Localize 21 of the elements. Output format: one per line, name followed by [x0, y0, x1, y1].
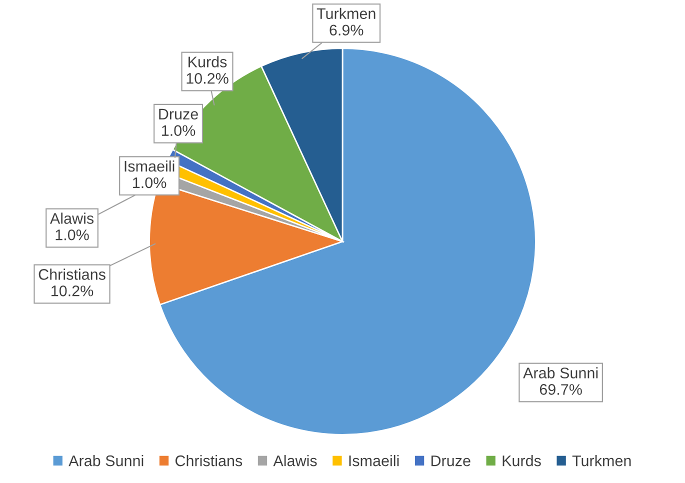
legend-label: Christians: [175, 455, 242, 466]
slice-label: Ismaeili: [124, 160, 174, 172]
legend-label: Ismaeili: [349, 455, 399, 466]
legend-label: Alawis: [273, 455, 317, 466]
slice-label: Arab Sunni: [523, 367, 598, 378]
data-label: 6.9%: [330, 24, 364, 36]
data-label: 1.0%: [56, 229, 89, 240]
data-label: 1.0%: [162, 125, 196, 136]
legend-label: Turkmen: [572, 455, 631, 466]
data-label: 10.2%: [52, 286, 94, 296]
legend-label: Kurds: [502, 455, 541, 466]
slice-label: Christians: [38, 268, 106, 280]
slice-label: Druze: [159, 108, 198, 120]
data-label: 10.2%: [186, 72, 228, 84]
legend-label: Druze: [431, 456, 470, 466]
data-label: 69.7%: [540, 384, 582, 395]
legend-label: Arab Sunni: [68, 455, 144, 466]
slice-label: Alawis: [50, 212, 94, 224]
slice-label: Kurds: [188, 56, 227, 68]
data-label: 1.0%: [133, 177, 166, 188]
slice-label: Turkmen: [316, 8, 376, 20]
